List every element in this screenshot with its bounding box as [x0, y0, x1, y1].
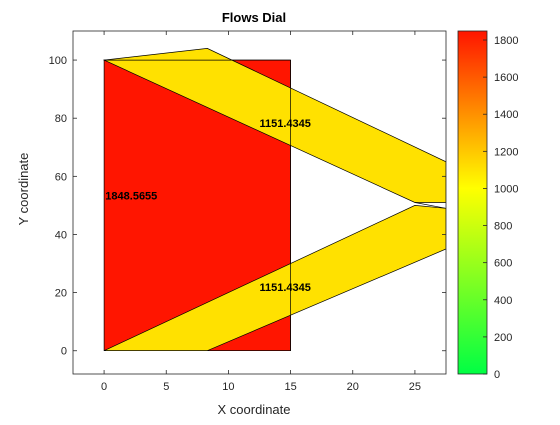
y-axis-label: Y coordinate — [16, 153, 31, 226]
colorbar-tick-label: 0 — [494, 369, 500, 381]
x-tick-label: 20 — [347, 381, 359, 393]
y-tick-label: 60 — [55, 171, 67, 183]
colorbar-tick-label: 1600 — [494, 72, 518, 84]
plot-border — [72, 30, 447, 375]
x-tick-label: 5 — [163, 381, 169, 393]
lines-layer — [104, 59, 446, 352]
colorbar-ticks: 0 200 400 600 800 1000 1200 1400 1600 1800 — [483, 35, 518, 381]
colorbar-tick-label: 800 — [494, 221, 512, 233]
x-tick-label: 25 — [409, 381, 421, 393]
x-tick-label: 15 — [284, 381, 296, 393]
y-tick-label: 20 — [55, 288, 67, 300]
y-tick-label: 100 — [49, 55, 67, 67]
upper-band-inner-edge — [414, 202, 446, 209]
upper-flow-band-value-label: 1151.4345 — [260, 118, 311, 130]
node-block-value-label: 1848.5655 — [105, 191, 157, 203]
colorbar-tick-label: 1800 — [494, 35, 518, 47]
regions-layer — [102, 48, 446, 352]
y-tick-label: 40 — [55, 229, 67, 241]
colorbar-tick-label: 600 — [494, 258, 512, 270]
colorbar-tick-label: 1000 — [494, 183, 518, 195]
colorbar-tick-label: 1200 — [494, 146, 518, 158]
region-labels: 1848.5655 1151.4345 1151.4345 — [105, 118, 311, 294]
y-axis: 0 20 40 60 80 100 — [49, 55, 446, 358]
x-tick-label: 10 — [222, 381, 234, 393]
colorbar-tick-label: 1400 — [494, 109, 518, 121]
x-tick-label: 0 — [101, 381, 107, 393]
colorbar — [457, 30, 488, 375]
x-axis-label: X coordinate — [218, 402, 291, 417]
colorbar-tick-label: 200 — [494, 332, 512, 344]
y-tick-label: 0 — [61, 346, 67, 358]
lower-flow-band-value-label: 1151.4345 — [260, 282, 311, 294]
upper-flow-band — [102, 48, 446, 203]
colorbar-tick-label: 400 — [494, 295, 512, 307]
x-axis: 0 5 10 15 20 25 — [101, 31, 421, 393]
chart-title: Flows Dial — [222, 10, 286, 25]
y-tick-label: 80 — [55, 113, 67, 125]
